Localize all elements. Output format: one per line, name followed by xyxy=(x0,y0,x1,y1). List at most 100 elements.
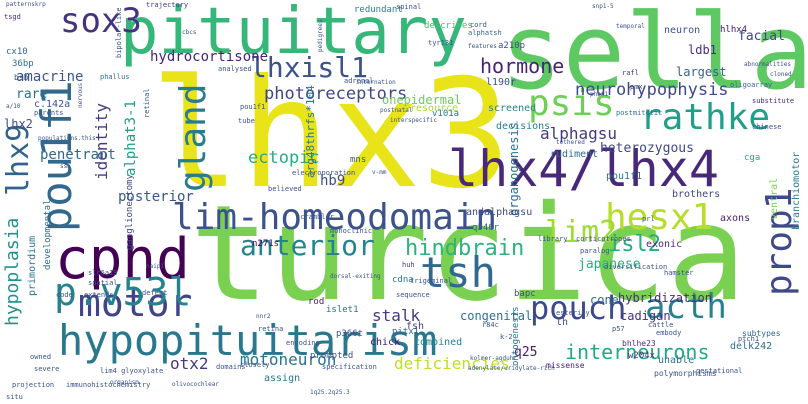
cloud-word: anterior xyxy=(240,229,375,262)
cloud-word: phbx1 xyxy=(590,91,609,98)
cloud-word: gland xyxy=(173,83,214,192)
cloud-word: nnr2 xyxy=(256,313,271,320)
cloud-word: w204x xyxy=(628,351,656,361)
cloud-word: q25 xyxy=(514,345,538,360)
cloud-word: stalk xyxy=(372,306,421,325)
cloud-word: rathke xyxy=(640,97,771,138)
cloud-word: unable xyxy=(658,355,695,366)
cloud-word: largest xyxy=(676,65,727,79)
cloud-word: missense xyxy=(546,361,585,370)
cloud-word: ontogenesis xyxy=(511,306,521,366)
cloud-word: chick xyxy=(370,337,401,348)
cloud-word: decisions xyxy=(496,121,551,132)
cloud-word: identity xyxy=(92,102,111,180)
cloud-word: q346r xyxy=(472,223,500,233)
cloud-word: describes xyxy=(424,21,473,31)
cloud-word: hlhx4 xyxy=(720,25,748,35)
cloud-word: sox3 xyxy=(60,1,142,41)
cloud-word: sequence xyxy=(396,291,430,299)
cloud-word: mns xyxy=(350,155,367,165)
cloud-word: trajectory xyxy=(146,1,189,9)
cloud-word: postmitotic xyxy=(616,109,663,117)
cloud-word: tsh xyxy=(420,248,496,297)
cloud-word: interspecific xyxy=(390,117,437,124)
cloud-word: hybridization xyxy=(618,291,712,305)
cloud-word: ptch1 xyxy=(738,335,760,343)
cloud-word: specification xyxy=(322,363,377,371)
cloud-word: bipolar-like xyxy=(115,7,123,58)
cloud-word: v-mm xyxy=(372,169,387,176)
cloud-word: exonic xyxy=(646,239,683,250)
cloud-word: ssx xyxy=(60,163,71,170)
cloud-word: lhx2 xyxy=(4,117,33,131)
cloud-word: chinese xyxy=(752,123,782,131)
cloud-word: immunohistochemistry xyxy=(66,381,151,389)
cloud-word: interneurons xyxy=(565,340,710,364)
cloud-word: alphagsu xyxy=(540,124,618,143)
cloud-word: japanese xyxy=(578,257,641,272)
cloud-word: bapc xyxy=(514,289,536,299)
cloud-word: lim-homeodomain xyxy=(172,197,498,238)
cloud-word: trigeminal xyxy=(410,277,453,285)
cloud-word: r84c xyxy=(482,321,499,329)
cloud-word: closely xyxy=(240,361,270,369)
cloud-word: spinal xyxy=(396,3,422,11)
cloud-word: lhx3 xyxy=(150,48,512,222)
cloud-word: heterozygous xyxy=(600,141,694,156)
cloud-word: rafl xyxy=(622,69,639,77)
cloud-word: electroporation xyxy=(292,169,356,177)
cloud-word: neuron xyxy=(664,25,701,36)
cloud-word: hydrocortisone xyxy=(150,49,269,65)
cloud-word: domains xyxy=(216,363,246,371)
cloud-word: delk242 xyxy=(730,341,773,352)
cloud-word: temporal xyxy=(616,23,645,30)
cloud-word: postnatal xyxy=(380,107,413,114)
cloud-word: v101a xyxy=(432,109,460,119)
cloud-word: cloned xyxy=(770,71,792,78)
cloud-word: extends xyxy=(84,291,114,299)
cloud-word: screened xyxy=(488,103,537,114)
cloud-word: bhlhe23 xyxy=(622,339,656,348)
cloud-word: a/10 xyxy=(6,103,21,110)
cloud-word: pitx1 xyxy=(392,327,420,337)
cloud-word: prl xyxy=(642,215,655,223)
cloud-word: hypopituitarism xyxy=(58,316,438,365)
cloud-word: rudiment xyxy=(550,149,599,160)
cloud-word: hesx1 xyxy=(605,197,714,238)
cloud-word: cord xyxy=(470,21,487,29)
cloud-word: photoreceptors xyxy=(264,84,408,104)
cloud-word: tyr131 xyxy=(428,39,454,47)
cloud-word: cbcs xyxy=(182,29,197,36)
cloud-word: subtypes xyxy=(742,329,781,338)
cloud-word: substitute xyxy=(752,97,795,105)
cloud-word: spatial xyxy=(88,279,118,287)
cloud-word: otx2 xyxy=(170,354,209,373)
cloud-word: adrenal xyxy=(344,77,374,85)
cloud-word: hb9 xyxy=(320,173,346,189)
cloud-word: embody xyxy=(656,329,682,337)
cloud-word: huh xyxy=(402,261,415,269)
cloud-word: p57 xyxy=(612,325,625,333)
cloud-word: ectopic xyxy=(248,148,320,168)
cloud-word: psis xyxy=(528,83,615,124)
cloud-word: pouch xyxy=(530,289,627,327)
cloud-word: a210p xyxy=(498,41,526,51)
cloud-word: n271s xyxy=(252,239,280,249)
cloud-word: lim2 xyxy=(545,215,618,250)
cloud-word: snp1-5 xyxy=(592,3,614,10)
cloud-word: lhx9 xyxy=(1,123,36,196)
cloud-word: corticotropes xyxy=(576,235,631,243)
cloud-word: cone xyxy=(590,293,619,307)
cloud-word: tsgd xyxy=(4,13,21,21)
cloud-word: congenital xyxy=(460,309,533,323)
cloud-word: projection xyxy=(12,381,55,389)
cloud-word: resource xyxy=(410,103,459,114)
cloud-word: fsh xyxy=(406,321,425,332)
cloud-word: posterior xyxy=(118,189,194,205)
cloud-word: nervous xyxy=(77,82,84,108)
cloud-word: onepidermal xyxy=(382,93,462,107)
cloud-word: pituitary xyxy=(120,0,467,69)
cloud-word: redundant xyxy=(354,5,403,15)
cloud-word: cdna xyxy=(392,275,414,285)
